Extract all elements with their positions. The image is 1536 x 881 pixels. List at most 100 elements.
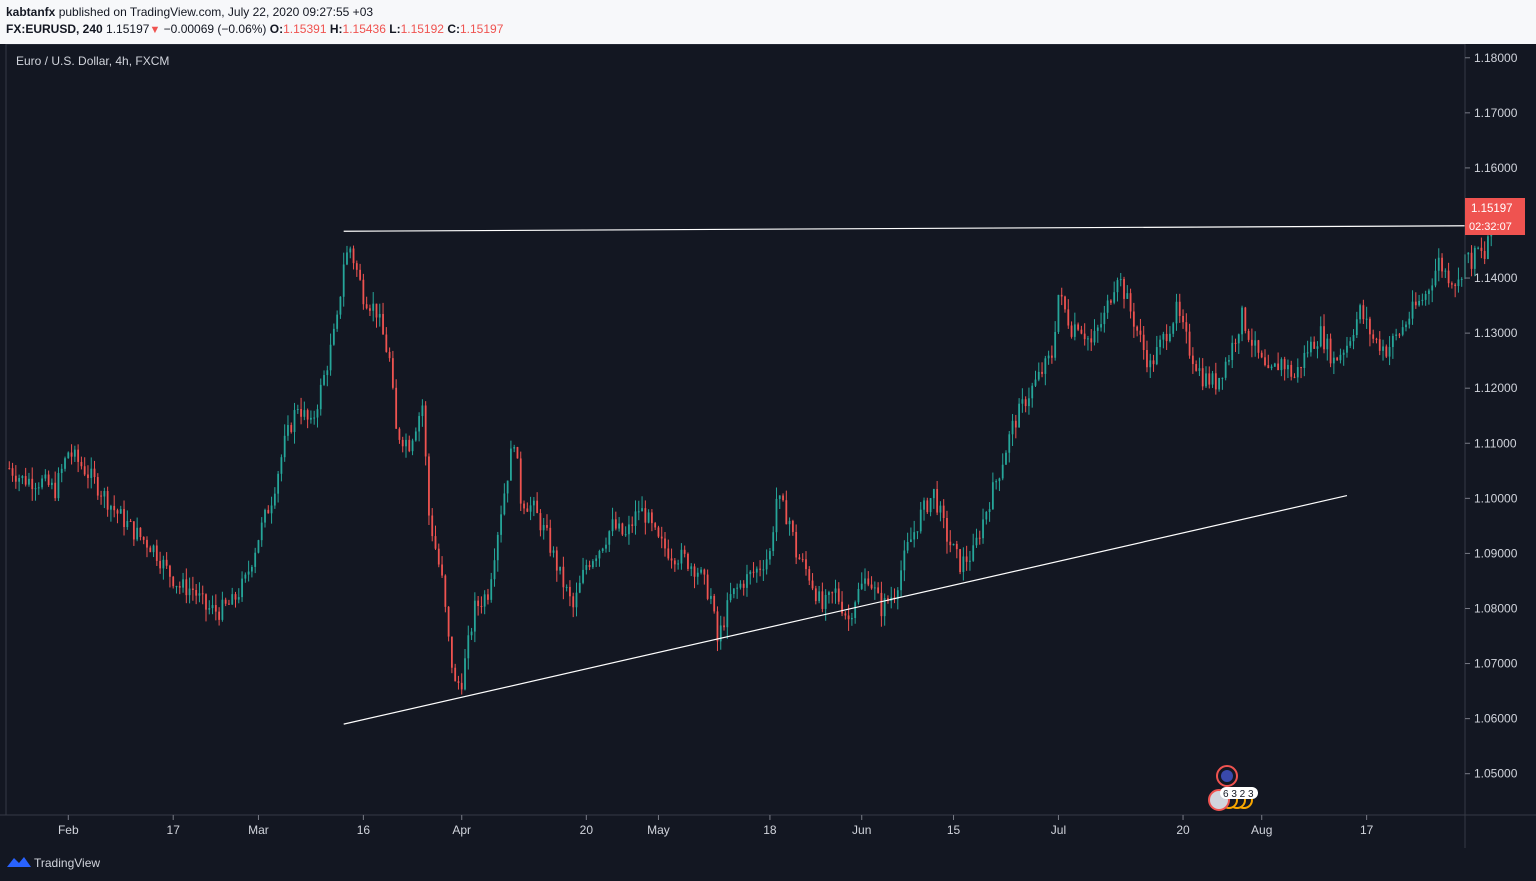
candle-down [80, 461, 83, 467]
candle-down [1185, 322, 1188, 332]
price-tick-label: 1.16000 [1474, 161, 1518, 175]
author-name[interactable]: kabtanfx [6, 5, 56, 19]
candle-up [473, 600, 476, 632]
candle-up [900, 570, 902, 591]
candle-up [1339, 354, 1342, 361]
price-chart[interactable]: 1.180001.170001.160001.150001.140001.130… [0, 44, 1536, 848]
candle-up [332, 328, 335, 345]
candle-down [667, 548, 670, 559]
candle-down [673, 560, 676, 565]
time-axis[interactable]: Feb 17 Mar 16 Apr 20 May 18 Jun 15 Jul 20 Aug 17 [58, 815, 1374, 837]
candle-down [801, 559, 804, 561]
candle-down [687, 553, 689, 569]
candle-up [1342, 352, 1345, 355]
candle-up [1037, 371, 1040, 380]
candle-up [503, 493, 506, 515]
candle-up [582, 569, 584, 583]
candle-up [73, 449, 76, 457]
candle-down [549, 527, 552, 553]
candle-down [978, 537, 981, 539]
candle-up [110, 505, 112, 510]
candle-down [837, 588, 840, 602]
candle-up [162, 559, 165, 569]
candle-up [605, 544, 607, 549]
candle-up [1211, 373, 1214, 385]
candle-down [487, 594, 489, 600]
candle-up [1047, 355, 1050, 359]
candle-up [637, 511, 640, 513]
candle-up [1473, 247, 1476, 269]
candle-up [1113, 292, 1116, 303]
resistance-line[interactable] [343, 225, 1472, 232]
candle-up [903, 550, 906, 571]
tradingview-brand[interactable]: TradingView [34, 856, 101, 870]
candle-up [1424, 294, 1427, 300]
candle-up [883, 598, 886, 617]
candle-down [116, 510, 119, 514]
candle-up [414, 431, 417, 441]
candle-down [1090, 338, 1093, 343]
candle-down [959, 549, 961, 573]
candle-down [759, 568, 761, 570]
candle-down [96, 477, 99, 496]
candle-down [814, 588, 817, 602]
events-marker[interactable]: 6 3 2 3 [1208, 765, 1258, 811]
candle-up [500, 514, 502, 535]
time-tick-label: 15 [947, 823, 961, 837]
candle-up [244, 574, 247, 579]
candle-down [1136, 326, 1139, 331]
candle-up [1303, 352, 1306, 369]
candle-down [670, 558, 673, 561]
time-tick-label: Mar [248, 823, 269, 837]
candle-down [614, 519, 617, 529]
candle-up [1391, 335, 1394, 348]
candle-down [1257, 340, 1260, 353]
candle-down [159, 560, 161, 569]
candle-down [1441, 257, 1443, 272]
candle-up [1031, 385, 1034, 399]
tradingview-logo-icon[interactable] [6, 854, 32, 870]
candle-up [1310, 341, 1312, 353]
candle-up [591, 561, 594, 568]
candle-up [923, 500, 925, 510]
candle-down [723, 625, 725, 628]
candle-down [228, 603, 230, 605]
candle-up [860, 583, 863, 589]
candle-down [480, 606, 483, 608]
low-value: 1.15192 [400, 22, 444, 36]
candle-up [378, 313, 381, 318]
candle-up [346, 252, 348, 265]
candle-down [569, 586, 571, 597]
candle-up [1280, 359, 1283, 371]
candle-up [1349, 341, 1352, 346]
candle-up [136, 527, 139, 540]
candle-up [932, 489, 935, 499]
last-price-badge [1465, 198, 1525, 217]
candle-up [496, 534, 499, 561]
candle-up [542, 525, 545, 531]
symbol-label[interactable]: FX:EURUSD, 240 [6, 22, 103, 36]
price-tick-label: 1.05000 [1474, 767, 1518, 781]
candle-up [746, 574, 748, 588]
candle-up [264, 509, 266, 523]
candle-up [988, 509, 991, 512]
candle-down [1234, 342, 1237, 344]
candle-up [1352, 335, 1355, 342]
candle-up [1100, 324, 1102, 328]
candle-up [329, 344, 332, 371]
candle-up [1011, 420, 1014, 435]
candle-up [1096, 327, 1099, 331]
candle-up [339, 296, 342, 315]
trendline-group[interactable] [343, 225, 1472, 725]
support-line[interactable] [343, 495, 1348, 725]
candle-down [519, 458, 522, 504]
candle-up [552, 550, 555, 553]
candle-down [1244, 307, 1247, 331]
candle-up [1421, 299, 1424, 301]
candle-up [962, 556, 965, 573]
candle-up [316, 409, 319, 418]
candle-up [60, 468, 63, 474]
candle-up [1477, 247, 1480, 249]
countdown-badge [1465, 217, 1525, 235]
candle-up [1437, 257, 1440, 271]
